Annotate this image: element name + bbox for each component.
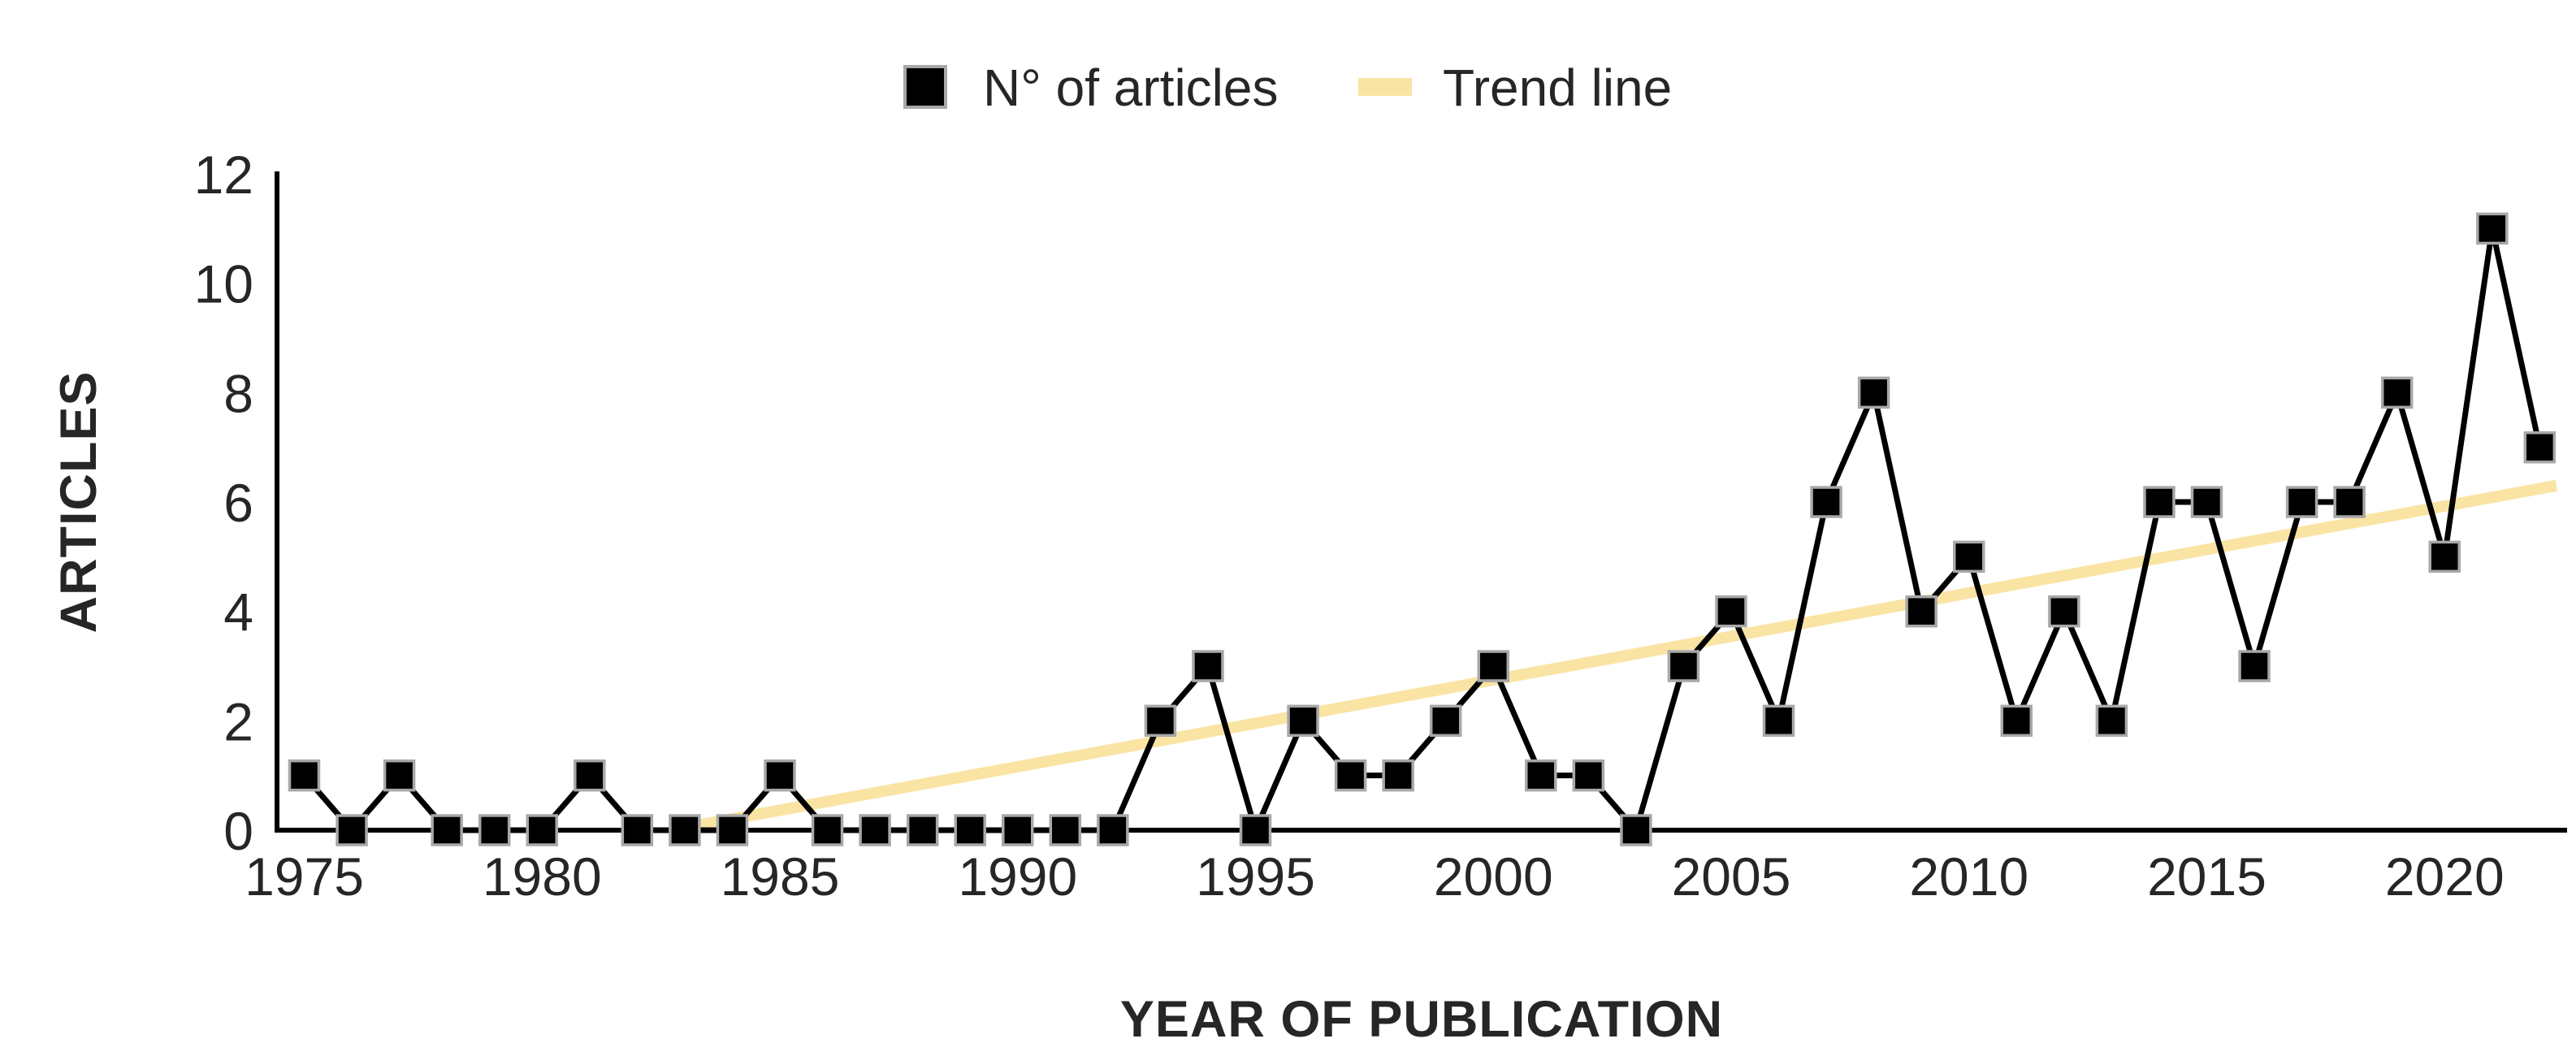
data-point-marker bbox=[574, 759, 606, 792]
x-tick-label: 2005 bbox=[1672, 846, 1791, 907]
x-tick-label: 2000 bbox=[1434, 846, 1553, 907]
data-point-marker bbox=[2095, 704, 2128, 738]
data-point-marker bbox=[1857, 376, 1890, 409]
data-point-marker bbox=[1762, 704, 1795, 738]
articles-series-swatch-icon bbox=[903, 65, 947, 109]
data-point-marker bbox=[621, 814, 654, 846]
x-tick-label: 2010 bbox=[1909, 846, 2028, 907]
x-tick-label: 1975 bbox=[245, 846, 364, 907]
data-point-marker bbox=[2238, 650, 2271, 682]
data-point-marker bbox=[336, 814, 368, 846]
legend: N° of articles Trend line bbox=[903, 58, 1672, 117]
data-point-marker bbox=[383, 759, 416, 792]
y-axis-title: ARTICLES bbox=[50, 371, 107, 634]
data-point-marker bbox=[1002, 814, 1034, 846]
y-tick-label: 6 bbox=[223, 473, 253, 533]
data-point-marker bbox=[1049, 814, 1082, 846]
data-point-marker bbox=[716, 814, 749, 846]
data-point-marker bbox=[526, 814, 558, 846]
x-axis-title: YEAR OF PUBLICATION bbox=[1120, 991, 1723, 1048]
axis-lines bbox=[275, 171, 2567, 833]
legend-label-trend: Trend line bbox=[1443, 58, 1672, 117]
data-point-marker bbox=[478, 814, 511, 846]
data-point-marker bbox=[906, 814, 939, 846]
x-tick-label: 1985 bbox=[721, 846, 840, 907]
data-point-marker bbox=[1382, 759, 1414, 792]
plot-area: 0 2 4 6 8 10 12 1975 1980 1985 1990 1995 2000 2005 201… bbox=[194, 145, 2567, 907]
data-point-marker bbox=[764, 759, 796, 792]
data-point-marker bbox=[1620, 814, 1652, 846]
data-point-marker bbox=[1525, 759, 1557, 792]
data-point-marker bbox=[811, 814, 844, 846]
data-point-marker bbox=[2285, 486, 2318, 518]
data-point-marker bbox=[1144, 704, 1177, 738]
data-point-marker bbox=[2380, 376, 2414, 409]
x-tick-label: 1995 bbox=[1196, 846, 1315, 907]
y-tick-label: 12 bbox=[194, 145, 253, 205]
data-point-marker bbox=[669, 814, 701, 846]
data-point-marker bbox=[1192, 650, 1224, 682]
data-point-marker bbox=[2000, 704, 2033, 738]
data-point-marker bbox=[2190, 486, 2223, 518]
data-point-marker bbox=[954, 814, 986, 846]
data-point-marker bbox=[2143, 486, 2176, 518]
x-tick-label: 2015 bbox=[2147, 846, 2266, 907]
x-tick-label: 1990 bbox=[958, 846, 1077, 907]
y-tick-label: 8 bbox=[223, 363, 253, 423]
data-point-marker bbox=[2476, 212, 2509, 245]
data-point-marker bbox=[1667, 650, 1700, 682]
data-point-marker bbox=[1477, 650, 1509, 682]
data-point-marker bbox=[2333, 486, 2366, 518]
data-point-marker bbox=[1429, 704, 1462, 738]
data-point-marker bbox=[2428, 540, 2461, 573]
data-point-marker bbox=[1239, 814, 1272, 846]
trend-line bbox=[669, 479, 2558, 836]
data-point-marker bbox=[1810, 486, 1842, 518]
data-point-marker bbox=[288, 759, 321, 792]
data-point-marker bbox=[1097, 814, 1129, 846]
y-tick-label: 2 bbox=[223, 691, 253, 751]
data-point-marker bbox=[431, 814, 463, 846]
data-point-marker bbox=[2523, 431, 2557, 464]
articles-series-line bbox=[301, 227, 2543, 839]
data-point-marker bbox=[1953, 540, 1985, 573]
y-tick-label: 0 bbox=[223, 801, 253, 861]
data-point-marker bbox=[859, 814, 891, 846]
data-point-marker bbox=[1905, 595, 1937, 628]
y-tick-label: 10 bbox=[194, 254, 253, 314]
legend-label-articles: N° of articles bbox=[983, 58, 1278, 117]
trend-line-swatch-icon bbox=[1358, 78, 1412, 96]
data-point-marker bbox=[1715, 595, 1747, 628]
data-point-marker bbox=[1287, 704, 1319, 738]
data-point-marker bbox=[1572, 759, 1605, 792]
x-tick-label: 2020 bbox=[2385, 846, 2505, 907]
x-tick-label: 1980 bbox=[483, 846, 602, 907]
y-tick-label: 4 bbox=[223, 582, 253, 643]
data-point-marker bbox=[1334, 759, 1367, 792]
data-point-marker bbox=[2048, 595, 2080, 628]
